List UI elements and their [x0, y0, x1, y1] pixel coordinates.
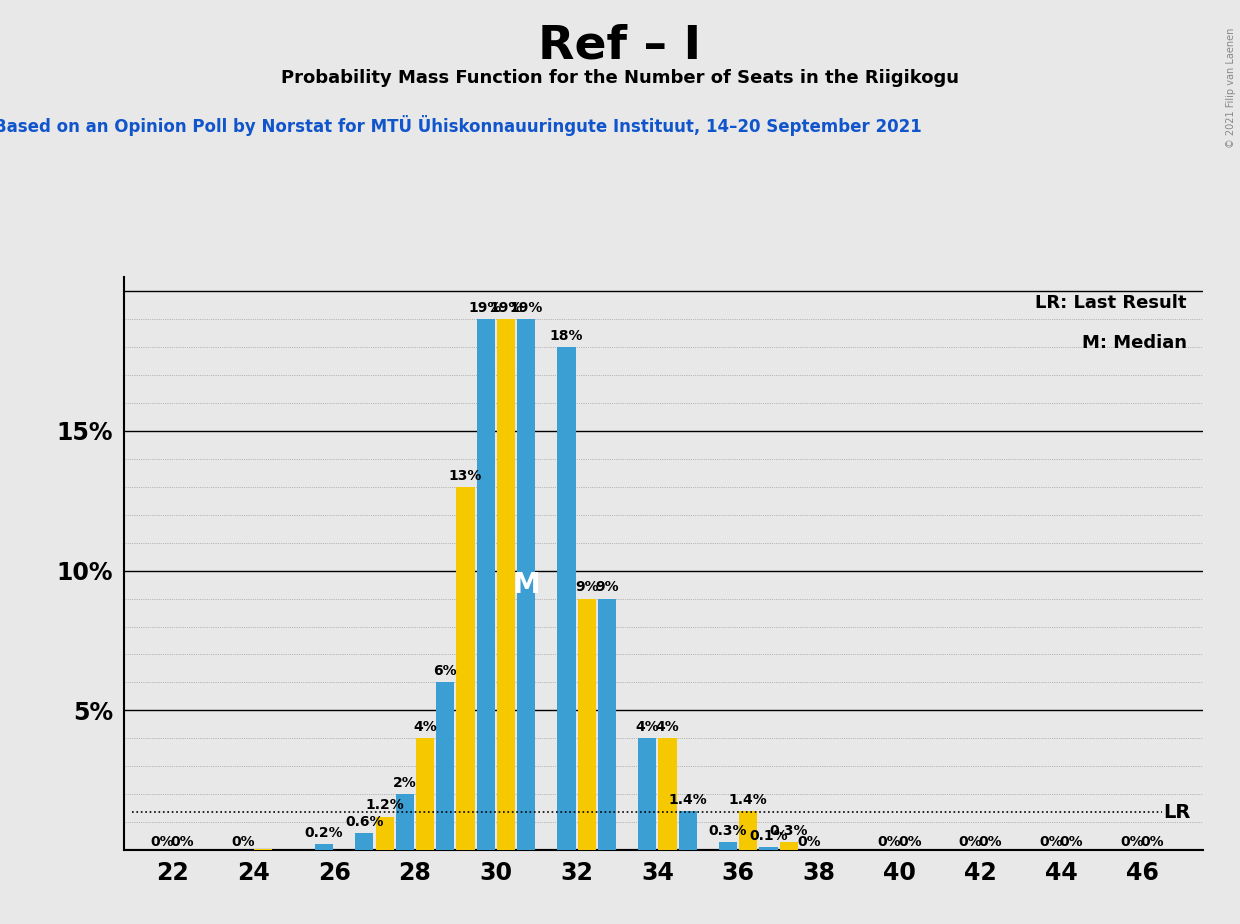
Bar: [780, 842, 797, 850]
Text: LR: LR: [1163, 803, 1190, 821]
Text: 1.4%: 1.4%: [729, 793, 768, 807]
Text: 6%: 6%: [434, 664, 458, 678]
Bar: [578, 599, 595, 850]
Text: 1.4%: 1.4%: [668, 793, 707, 807]
Text: 18%: 18%: [549, 329, 583, 343]
Text: 19%: 19%: [469, 301, 502, 315]
Text: 19%: 19%: [489, 301, 522, 315]
Text: 0%: 0%: [878, 834, 901, 848]
Bar: [759, 847, 777, 850]
Text: 0%: 0%: [1060, 834, 1084, 848]
Text: 0.3%: 0.3%: [769, 823, 808, 837]
Text: 19%: 19%: [510, 301, 543, 315]
Text: 0%: 0%: [232, 834, 255, 848]
Bar: [497, 319, 515, 850]
Bar: [376, 817, 394, 850]
Text: 4%: 4%: [413, 720, 436, 734]
Bar: [517, 319, 536, 850]
Text: 0%: 0%: [171, 834, 195, 848]
Bar: [598, 599, 616, 850]
Text: 0%: 0%: [150, 834, 174, 848]
Text: 0%: 0%: [959, 834, 982, 848]
Text: 9%: 9%: [595, 580, 619, 594]
Text: Ref – I: Ref – I: [538, 23, 702, 68]
Text: M: M: [512, 571, 539, 599]
Bar: [456, 487, 475, 850]
Text: © 2021 Filip van Laenen: © 2021 Filip van Laenen: [1226, 28, 1236, 148]
Bar: [639, 738, 656, 850]
Text: M: Median: M: Median: [1081, 334, 1187, 352]
Bar: [739, 811, 758, 850]
Text: 0%: 0%: [898, 834, 921, 848]
Text: Based on an Opinion Poll by Norstat for MTÜ Ühiskonnauuringute Instituut, 14–20 : Based on an Opinion Poll by Norstat for …: [0, 116, 921, 137]
Bar: [557, 347, 575, 850]
Text: 0%: 0%: [978, 834, 1002, 848]
Bar: [356, 833, 373, 850]
Bar: [396, 795, 414, 850]
Text: 13%: 13%: [449, 468, 482, 482]
Text: 0.2%: 0.2%: [305, 826, 343, 840]
Text: 0%: 0%: [797, 834, 821, 848]
Text: 0%: 0%: [1141, 834, 1164, 848]
Bar: [476, 319, 495, 850]
Text: 9%: 9%: [575, 580, 599, 594]
Text: 2%: 2%: [393, 776, 417, 790]
Bar: [315, 845, 334, 850]
Bar: [254, 848, 273, 850]
Text: 1.2%: 1.2%: [366, 798, 404, 812]
Bar: [678, 811, 697, 850]
Bar: [436, 683, 454, 850]
Text: 0.1%: 0.1%: [749, 829, 787, 843]
Bar: [719, 842, 737, 850]
Text: 0.6%: 0.6%: [345, 815, 383, 829]
Text: 4%: 4%: [635, 720, 660, 734]
Text: Probability Mass Function for the Number of Seats in the Riigikogu: Probability Mass Function for the Number…: [281, 69, 959, 87]
Bar: [658, 738, 677, 850]
Text: 0%: 0%: [1039, 834, 1063, 848]
Text: LR: Last Result: LR: Last Result: [1035, 295, 1187, 312]
Text: 0%: 0%: [1120, 834, 1145, 848]
Bar: [415, 738, 434, 850]
Text: 4%: 4%: [656, 720, 680, 734]
Text: 0.3%: 0.3%: [709, 823, 748, 837]
